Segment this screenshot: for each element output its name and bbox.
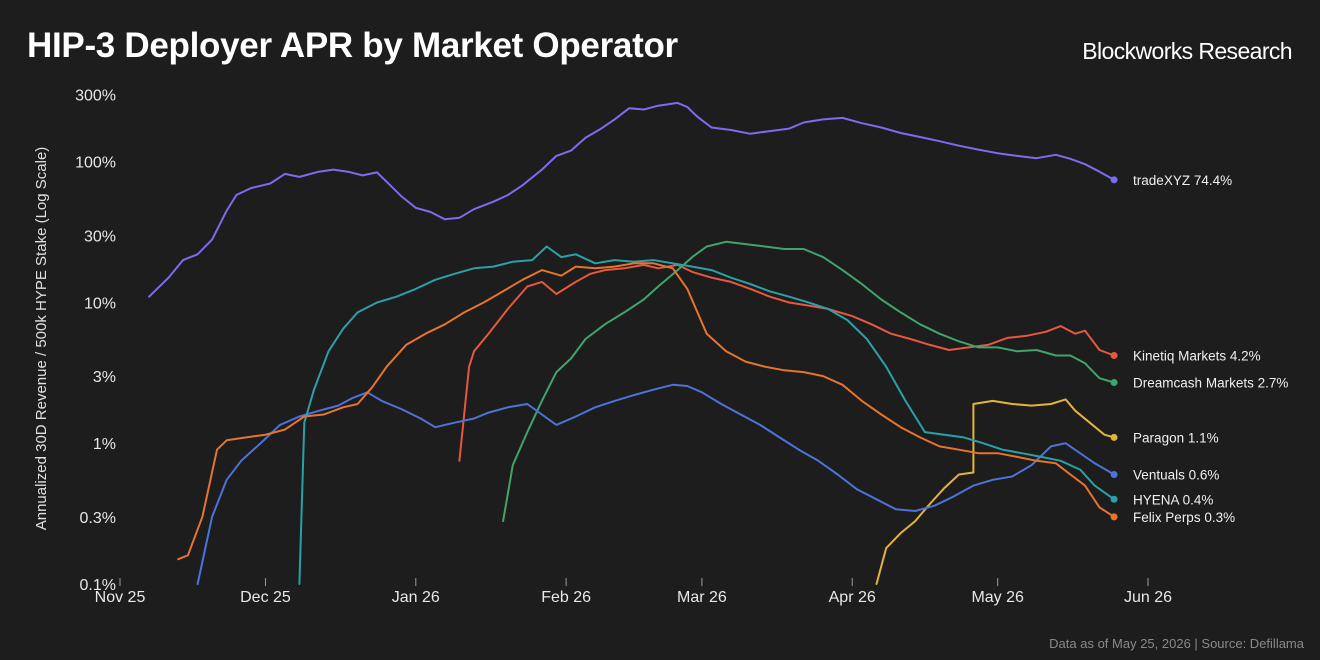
y-tick-label: 30% xyxy=(84,228,116,245)
y-axis-label: Annualized 30D Revenue / 500k HYPE Stake… xyxy=(33,147,50,531)
x-tick-label: Jan 26 xyxy=(392,589,440,606)
x-tick-label: Apr 26 xyxy=(829,589,876,606)
source-note: Data as of May 25, 2026 | Source: Defill… xyxy=(1049,636,1304,651)
x-tick-label: Nov 25 xyxy=(95,589,146,606)
y-tick-label: 300% xyxy=(75,88,116,105)
series-line-tradexyz xyxy=(148,101,1116,298)
series-line-felix-perps xyxy=(177,262,1116,561)
y-tick-label: 0.3% xyxy=(80,510,116,527)
series-label-tradexyz: tradeXYZ 74.4% xyxy=(1133,173,1232,188)
series-line-paragon xyxy=(875,398,1116,585)
series-end-marker-kinetiq-markets xyxy=(1110,352,1118,360)
x-tick-label: May 26 xyxy=(971,589,1024,606)
series-line-kinetiq-markets xyxy=(458,263,1116,462)
series-label-hyena: HYENA 0.4% xyxy=(1133,492,1213,507)
series-end-marker-tradexyz xyxy=(1110,176,1118,184)
y-tick-label: 100% xyxy=(75,155,116,172)
series-label-ventuals: Ventuals 0.6% xyxy=(1133,467,1219,482)
brand-logo-text: Blockworks Research xyxy=(1082,38,1292,64)
series-end-marker-paragon xyxy=(1110,433,1118,441)
y-tick-label: 1% xyxy=(93,436,116,453)
chart-plot: Annualized 30D Revenue / 500k HYPE Stake… xyxy=(33,88,1288,606)
series-line-dreamcash-markets xyxy=(502,240,1116,523)
series-label-dreamcash-markets: Dreamcash Markets 2.7% xyxy=(1133,376,1288,391)
x-tick-label: Feb 26 xyxy=(541,589,591,606)
x-tick-label: Dec 25 xyxy=(240,589,291,606)
series-line-hyena xyxy=(298,245,1116,585)
x-tick-label: Mar 26 xyxy=(677,589,727,606)
y-tick-label: 10% xyxy=(84,295,116,312)
series-label-kinetiq-markets: Kinetiq Markets 4.2% xyxy=(1133,349,1261,364)
series-label-felix-perps: Felix Perps 0.3% xyxy=(1133,510,1235,525)
x-tick-label: Jun 26 xyxy=(1124,589,1172,606)
y-tick-label: 3% xyxy=(93,369,116,386)
series-label-paragon: Paragon 1.1% xyxy=(1133,430,1219,445)
series-end-marker-hyena xyxy=(1110,495,1118,503)
series-line-ventuals xyxy=(196,383,1116,585)
chart-title: HIP-3 Deployer APR by Market Operator xyxy=(27,26,678,65)
series-end-marker-dreamcash-markets xyxy=(1110,379,1118,387)
series-end-marker-felix-perps xyxy=(1110,513,1118,521)
y-tick-label: 0.1% xyxy=(80,577,116,594)
series-end-marker-ventuals xyxy=(1110,470,1118,478)
